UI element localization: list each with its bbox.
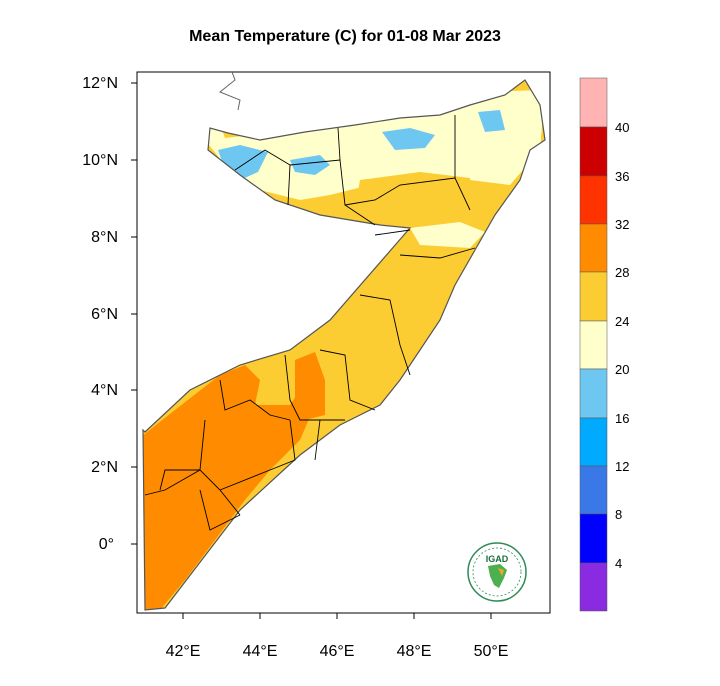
zone-20-24-band — [410, 222, 485, 248]
colorbar-swatch — [579, 417, 608, 467]
colorbar-swatch — [579, 126, 608, 177]
colorbar-label: 4 — [615, 556, 622, 571]
lon-tick-label: 42°E — [166, 643, 201, 660]
zone-16-20-b — [290, 155, 330, 175]
colorbar-swatch — [579, 175, 608, 225]
colorbar-label: 12 — [615, 459, 629, 474]
colorbar-label: 8 — [615, 507, 622, 522]
colorbar-label: 20 — [615, 362, 629, 377]
colorbar-label: 32 — [615, 217, 629, 232]
colorbar-label: 16 — [615, 411, 629, 426]
colorbar-swatch — [579, 223, 608, 273]
igad-logo-text: IGAD — [486, 554, 509, 564]
admin-boundaries — [144, 115, 476, 531]
lat-axis: 12°N 10°N 8°N 6°N 4°N 2°N 0° — [82, 75, 137, 553]
colorbar-swatch — [579, 513, 608, 564]
lat-tick-label: 8°N — [91, 229, 118, 246]
colorbar-label: 24 — [615, 314, 629, 329]
colorbar-label: 36 — [615, 169, 629, 184]
colorbar-swatch — [579, 562, 608, 612]
igad-logo: IGAD — [467, 542, 527, 602]
lat-tick-label: 4°N — [91, 382, 118, 399]
lat-tick-label: 6°N — [91, 306, 118, 323]
colorbar: 40 36 32 28 24 20 16 12 8 4 — [579, 77, 629, 612]
map-title: Mean Temperature (C) for 01-08 Mar 2023 — [189, 28, 501, 45]
somalia-outline — [142, 79, 546, 611]
colorbar-swatch — [579, 271, 608, 322]
zone-16-20-c — [382, 128, 435, 150]
zone-28-32-south — [143, 365, 315, 610]
colorbar-label: 40 — [615, 120, 629, 135]
lat-tick-label: 12°N — [82, 75, 118, 92]
lon-tick-label: 44°E — [243, 643, 278, 660]
colorbar-swatch — [579, 320, 608, 370]
colorbar-swatch — [579, 465, 608, 515]
colorbar-label: 28 — [615, 265, 629, 280]
zone-16-20-d — [478, 110, 505, 132]
lon-tick-label: 48°E — [397, 643, 432, 660]
lat-tick-label: 0° — [99, 536, 114, 553]
lon-tick-label: 46°E — [320, 643, 355, 660]
lon-axis: 42°E 44°E 46°E 48°E 50°E — [166, 613, 509, 660]
lat-tick-label: 2°N — [91, 459, 118, 476]
lat-tick-label: 10°N — [82, 152, 118, 169]
zone-24-28-north-band — [355, 172, 470, 220]
lon-tick-label: 50°E — [474, 643, 509, 660]
colorbar-swatch — [579, 368, 608, 419]
colorbar-swatch — [579, 77, 608, 128]
neighbor-border — [219, 71, 241, 111]
zone-28-32-center — [295, 352, 325, 420]
